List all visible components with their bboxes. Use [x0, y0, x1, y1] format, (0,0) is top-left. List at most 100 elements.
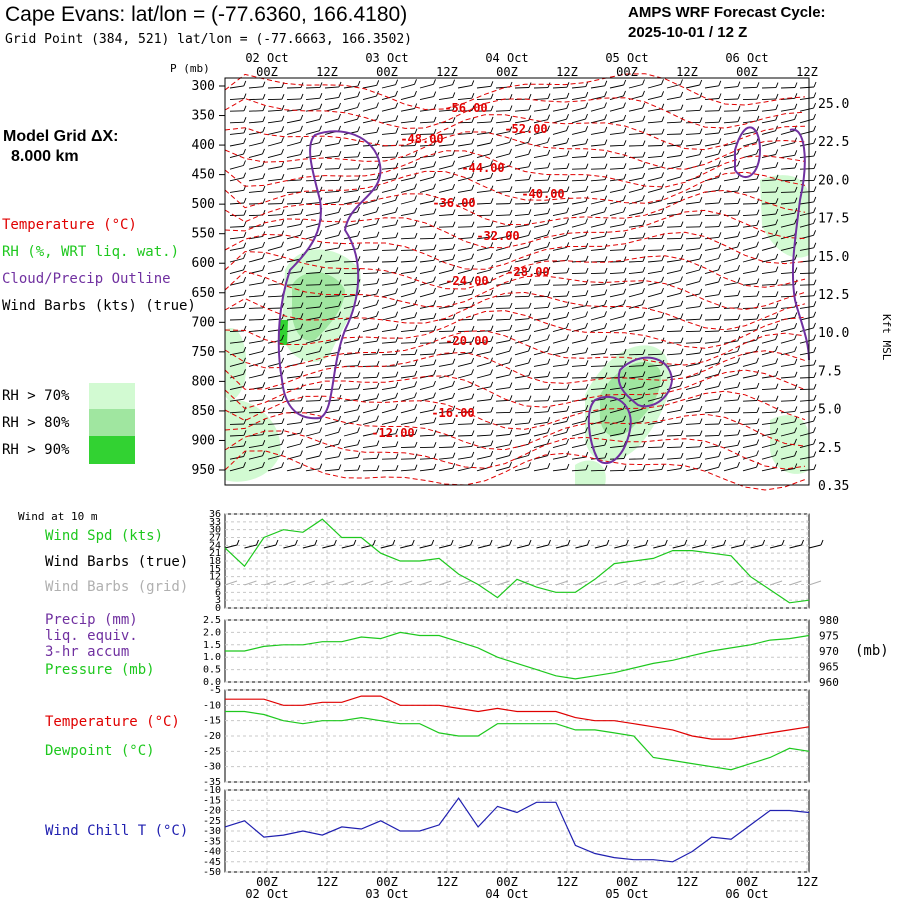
wind-barb-true: [224, 544, 238, 549]
wind-barb: [571, 294, 586, 298]
wind-barb-flag: [718, 105, 722, 111]
pressure-tick-label: 350: [192, 109, 215, 124]
wind-barb-flag: [642, 381, 646, 387]
pressure-tick-label: 700: [192, 315, 215, 330]
wind-barb-flag: [300, 114, 304, 121]
wind-barb-flag: [718, 347, 722, 353]
wind-barb: [685, 456, 700, 460]
wind-barb: [647, 434, 663, 437]
wind-barb: [267, 214, 283, 217]
pressure-tick-label: 400: [192, 138, 215, 153]
wind-barb-flag: [547, 186, 551, 193]
wind-barb: [666, 200, 681, 205]
wind-barb-flag: [376, 323, 380, 329]
wind-barb-flag: [699, 160, 702, 166]
wind-barb-true: [789, 544, 802, 549]
wind-barb-flag: [452, 264, 456, 271]
wind-barb-flag: [338, 290, 342, 296]
top-time-tick-label: 12Z: [796, 65, 818, 79]
wind-barb: [324, 223, 339, 228]
wind-barb: [571, 339, 586, 344]
wind-barb-flag: [338, 125, 342, 132]
rh-shading-3: [279, 320, 288, 345]
wind-barb-flag: [509, 253, 512, 259]
wind-barb: [476, 294, 491, 298]
wind-barb: [419, 83, 434, 89]
wind-barb: [666, 281, 681, 286]
temperature-contour: [224, 330, 806, 369]
wind-barb-flag: [699, 314, 703, 320]
wind-barb-flag: [794, 114, 798, 120]
wind-barb: [419, 397, 434, 402]
wind-barb: [419, 364, 434, 367]
wind-barb: [666, 353, 682, 356]
wind-barb-flag: [680, 244, 684, 250]
wind-barb-flag: [490, 440, 494, 446]
wind-barb-flag: [490, 127, 494, 133]
wind-barb: [419, 468, 434, 472]
wind-barb-flag: [547, 406, 551, 412]
wind-barb-flag: [642, 90, 645, 97]
wind-barb: [438, 330, 454, 333]
wind-barb-flag: [661, 404, 665, 410]
wind-barb-flag: [566, 395, 570, 401]
wind-barb-flag: [813, 150, 817, 157]
wind-barb-flag: [243, 440, 247, 447]
wind-barb-flag: [813, 138, 817, 144]
wind-barb: [248, 374, 263, 379]
wind-barb-flag: [528, 209, 532, 215]
wind-barb: [457, 97, 472, 101]
pressure-tick-label: 900: [192, 433, 215, 448]
wind-barb: [590, 85, 605, 89]
wind-barb: [742, 86, 758, 89]
precip-accum-label: 3-hr accum: [45, 644, 130, 660]
wind-barb: [590, 283, 606, 286]
wind-barb-flag: [338, 311, 342, 317]
wind-barb-flag: [414, 79, 417, 85]
wind-barb-flag: [243, 381, 247, 387]
wind-barb-flag: [623, 440, 627, 447]
wind-barb-flag: [490, 369, 493, 375]
wind-barb-flag: [395, 336, 399, 343]
wind-barb-flag: [642, 392, 645, 398]
wind-barb-flag: [243, 276, 247, 283]
wind-barb-flag: [642, 151, 646, 158]
wind-barb: [229, 434, 245, 437]
wind-barb-flag: [642, 140, 646, 146]
wind-barb-flag: [718, 148, 722, 155]
page-title: Cape Evans: lat/lon = (-77.6360, 166.418…: [5, 3, 408, 26]
wind-barb-flag: [376, 278, 380, 284]
wind-barb-flag: [319, 229, 322, 236]
wind-barb-flag: [262, 314, 266, 320]
wind-barb-flag: [756, 395, 760, 401]
wind-barb: [780, 202, 795, 205]
wind-barb: [571, 352, 586, 356]
wind-barb: [685, 318, 701, 321]
wind-barb-flag: [300, 371, 304, 377]
wind-barb: [799, 351, 814, 356]
wind-barb-flag: [243, 314, 247, 320]
wind-barb-flag: [718, 160, 721, 166]
wind-barb: [400, 188, 415, 193]
wind-barb-flag: [585, 415, 589, 422]
wind-barb-flag: [490, 381, 494, 387]
wind-barb-flag: [490, 160, 493, 166]
wind-barb-flag: [623, 195, 626, 201]
wind-barb: [685, 143, 700, 147]
wind-barb: [742, 270, 757, 275]
wind-barb: [666, 226, 682, 228]
wind-barb-flag: [813, 196, 817, 203]
wind-barb-flag: [452, 160, 456, 166]
wind-barb: [647, 237, 663, 240]
wind-barb: [381, 156, 397, 159]
wind-barb: [685, 446, 701, 449]
wind-barb-flag: [737, 302, 741, 308]
wind-barb-flag: [300, 219, 304, 225]
wind-barb: [799, 107, 814, 112]
wind-barb: [742, 141, 757, 147]
wind-barb-flag: [281, 428, 285, 435]
wind-speed-panel-frame: [224, 513, 810, 609]
wind-barb: [666, 144, 682, 147]
wind-barb-flag: [395, 219, 399, 225]
wind-barb-flag: [775, 230, 778, 236]
